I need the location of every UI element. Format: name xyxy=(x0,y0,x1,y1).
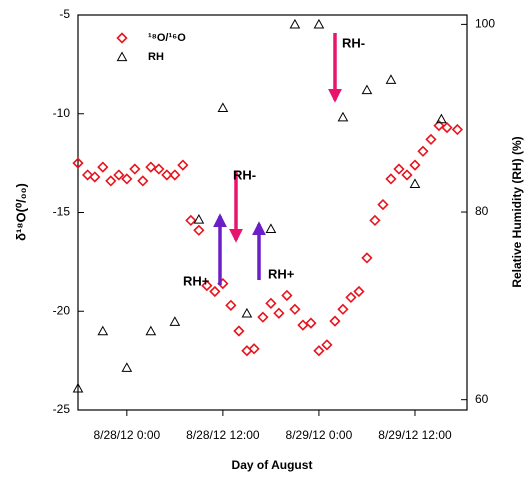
annotation-text: RH+ xyxy=(183,273,210,288)
diamond-point xyxy=(441,121,453,134)
diamond-point xyxy=(161,169,173,181)
legend-marker xyxy=(116,51,128,62)
diamond-point xyxy=(401,169,413,181)
legend-marker xyxy=(116,32,128,44)
diamond-point xyxy=(121,173,133,185)
diamond-point xyxy=(337,303,349,315)
diamond-point xyxy=(417,145,429,157)
y2-tick-label: 60 xyxy=(475,392,489,406)
triangle-point xyxy=(97,325,109,336)
diamond-point xyxy=(177,159,189,171)
triangle-point xyxy=(265,223,277,234)
diamond-point xyxy=(105,175,117,187)
triangle-point xyxy=(217,102,229,112)
diamond-point xyxy=(409,159,421,171)
diamond-point xyxy=(451,123,464,136)
y-tick-label: -15 xyxy=(53,205,71,219)
diamond-point xyxy=(433,119,445,132)
diamond-point xyxy=(281,289,293,302)
diamond-point xyxy=(233,325,245,337)
diamond-point xyxy=(201,279,213,292)
diamond-point xyxy=(361,252,373,264)
diamond-point xyxy=(257,311,269,323)
triangle-point xyxy=(193,214,205,224)
y-tick-label: -20 xyxy=(53,303,71,317)
diamond-point xyxy=(289,303,301,315)
diamond-point xyxy=(273,307,285,319)
triangle-point xyxy=(385,74,397,84)
diamond-point xyxy=(137,175,149,187)
diamond-point xyxy=(89,171,101,183)
y-axis-label: δ¹⁸O(⁰/₀₀) xyxy=(13,183,28,241)
triangle-point xyxy=(409,178,421,188)
annotation-text: RH+ xyxy=(268,266,295,281)
diamond-point xyxy=(193,224,205,236)
triangle-point xyxy=(169,316,181,326)
x-tick-label: 8/29/12 0:00 xyxy=(286,428,353,442)
triangle-point xyxy=(145,325,157,336)
diamond-point xyxy=(225,299,237,311)
diamond-point xyxy=(329,315,341,327)
legend-label: RH xyxy=(148,51,164,63)
triangle-point xyxy=(436,113,447,124)
diamond-point xyxy=(321,339,333,351)
diamond-point xyxy=(353,285,365,298)
annotation-text: RH- xyxy=(342,35,365,50)
y-tick-label: -5 xyxy=(59,7,70,21)
y-tick-label: -25 xyxy=(53,402,71,416)
diamond-point xyxy=(385,173,397,185)
diamond-point xyxy=(345,291,357,304)
diamond-point xyxy=(145,161,157,173)
diamond-point xyxy=(305,317,317,329)
diamond-point xyxy=(129,163,141,175)
diamond-point xyxy=(248,343,260,355)
diamond-point xyxy=(369,214,381,227)
diamond-point xyxy=(297,319,309,331)
diamond-point xyxy=(185,214,197,227)
diamond-point xyxy=(72,157,84,169)
diamond-point xyxy=(81,169,94,181)
x-axis-label: Day of August xyxy=(232,458,313,472)
diamond-point xyxy=(113,169,125,181)
x-tick-label: 8/28/12 12:00 xyxy=(186,428,260,442)
y2-tick-label: 80 xyxy=(475,204,489,218)
triangle-point xyxy=(361,84,373,95)
triangle-point xyxy=(241,307,253,318)
triangle-point xyxy=(337,111,349,122)
annotation-text: RH- xyxy=(233,167,256,182)
diamond-point xyxy=(393,163,405,175)
plot-frame xyxy=(77,14,468,411)
diamond-point xyxy=(209,285,221,298)
diamond-point xyxy=(313,345,325,357)
triangle-point xyxy=(72,382,84,393)
diamond-point xyxy=(97,161,109,173)
triangle-point xyxy=(121,362,133,372)
legend-label: ¹⁸O/¹⁶O xyxy=(148,32,186,44)
triangle-point xyxy=(313,18,325,29)
x-tick-label: 8/28/12 0:00 xyxy=(93,428,160,442)
diamond-point xyxy=(377,198,389,211)
diamond-point xyxy=(153,163,165,175)
diamond-point xyxy=(425,133,437,146)
diamond-point xyxy=(169,169,181,181)
triangle-point xyxy=(289,18,301,29)
y2-axis-label: Relative Humidity (RH) (%) xyxy=(510,136,524,287)
diamond-point xyxy=(265,297,277,309)
y-tick-label: -10 xyxy=(53,106,71,120)
y2-tick-label: 100 xyxy=(475,17,495,31)
x-tick-label: 8/29/12 12:00 xyxy=(378,428,452,442)
